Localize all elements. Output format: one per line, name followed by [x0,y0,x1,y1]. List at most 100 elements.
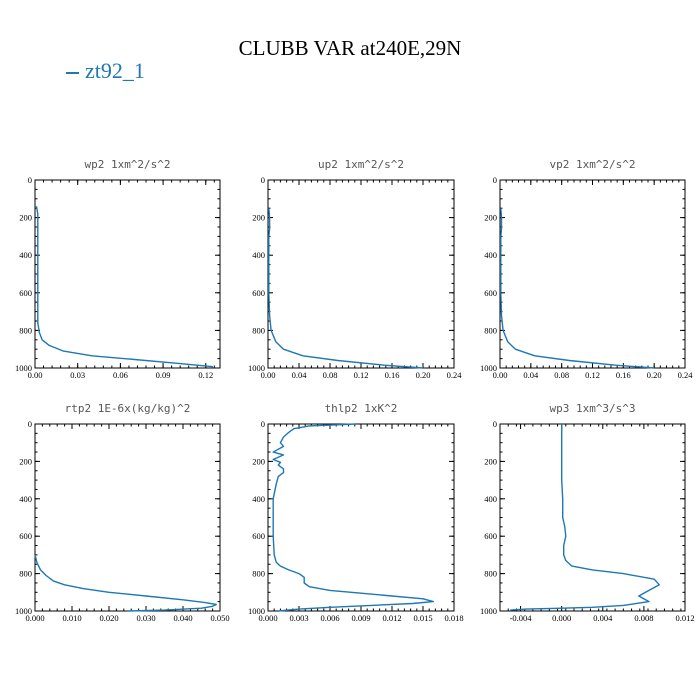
y-tick-label: 800 [252,569,265,579]
legend: zt92_1 [66,58,145,84]
x-tick-label: 0.000 [258,613,277,623]
x-tick-label: 0.12 [354,370,369,380]
x-tick-label: 0.012 [382,613,401,623]
legend-label: zt92_1 [85,58,145,83]
x-tick-label: 0.03 [70,370,85,380]
y-tick-label: 1000 [248,606,265,616]
y-tick-label: 400 [19,250,32,260]
y-tick-label: 800 [19,325,32,335]
plot-frame [34,423,221,612]
y-tick-label: 600 [252,531,265,541]
x-tick-label: 0.12 [198,370,213,380]
x-tick-label: 0.20 [416,370,431,380]
x-tick-label: 0.16 [385,370,400,380]
y-tick-label: 800 [252,325,265,335]
y-tick-label: 800 [484,569,497,579]
x-tick-label: 0.08 [554,370,569,380]
y-tick-label: 0 [493,175,497,185]
y-tick-label: 1000 [248,363,265,373]
y-tick-label: 200 [19,456,32,466]
series-line-zt92_1 [500,208,655,369]
y-tick-label: 400 [484,250,497,260]
y-tick-label: 0 [261,175,265,185]
plot-frame [499,179,686,369]
y-tick-label: 800 [19,569,32,579]
x-tick-label: 0.12 [585,370,600,380]
y-tick-label: 400 [252,250,265,260]
x-tick-label: 0.00 [28,370,43,380]
series-line-zt92_1 [34,554,218,612]
x-tick-label: 0.006 [320,613,339,623]
x-tick-label: 0.24 [447,370,463,380]
panel-5: thlp2 1xK^2 0.000 0.003 0.006 0.009 0.012 0.01… [248,402,464,623]
x-tick-label: 0.16 [616,370,631,380]
y-tick-label: 400 [252,494,265,504]
x-tick-label: 0.040 [173,613,192,623]
x-tick-label: 0.20 [647,370,662,380]
y-tick-label: 1000 [15,363,32,373]
y-tick-label: 200 [252,456,265,466]
series-line-zt92_1 [272,423,434,612]
y-tick-label: 0 [28,419,32,429]
x-tick-label: 0.003 [289,613,308,623]
x-tick-label: 0.08 [323,370,338,380]
x-tick-label: 0.000 [25,613,44,623]
x-tick-label: 0.24 [678,370,694,380]
x-tick-label: 0.018 [444,613,463,623]
panel-1: wp2 1xm^2/s^2 0.00 0.03 0.06 0.09 0.12 0 200 400… [15,158,221,380]
y-tick-label: 1000 [480,606,497,616]
x-tick-label: 0.050 [210,613,229,623]
panel-title: up2 1xm^2/s^2 [318,158,404,171]
panel-3: vp2 1xm^2/s^2 0.00 0.04 0.08 0.12 0.16 0.20 0.2… [480,158,693,380]
x-tick-label: 0.020 [99,613,118,623]
y-tick-label: 600 [252,288,265,298]
x-tick-label: 0.012 [675,613,694,623]
y-tick-label: 1000 [480,363,497,373]
series-line-zt92_1 [35,206,213,368]
x-tick-label: 0.04 [292,370,308,380]
x-tick-label: 0.009 [351,613,370,623]
series-line-zt92_1 [268,208,424,369]
y-tick-label: 0 [493,419,497,429]
y-tick-label: 600 [19,531,32,541]
x-tick-label: 0.09 [156,370,171,380]
panel-4: rtp2 1E-6x(kg/kg)^2 0.000 0.010 0.020 0.030 0… [15,402,230,623]
series-line-zt92_1 [510,424,660,611]
x-tick-label: 0.030 [136,613,155,623]
y-tick-label: 600 [484,531,497,541]
y-tick-label: 200 [484,456,497,466]
y-tick-label: 0 [261,419,265,429]
panel-title: thlp2 1xK^2 [325,402,398,415]
panel-title: vp2 1xm^2/s^2 [549,158,635,171]
panel-title: rtp2 1E-6x(kg/kg)^2 [65,402,191,415]
y-tick-label: 1000 [15,606,32,616]
panel-title: wp3 1xm^3/s^3 [549,402,635,415]
panel-2: up2 1xm^2/s^2 0.00 0.04 0.08 0.12 0.16 0.20 0.2… [248,158,462,380]
x-tick-label: 0.00 [493,370,508,380]
y-tick-label: 200 [252,213,265,223]
plot-frame [34,179,221,369]
x-tick-label: 0.008 [634,613,653,623]
y-tick-label: 600 [19,288,32,298]
x-tick-label: 0.06 [113,370,128,380]
panel-title: wp2 1xm^2/s^2 [84,158,170,171]
y-tick-label: 200 [19,213,32,223]
legend-line-swatch [66,71,79,74]
x-tick-label: -0.004 [510,613,533,623]
y-tick-label: 400 [484,494,497,504]
x-tick-label: 0.00 [261,370,276,380]
y-tick-label: 200 [484,213,497,223]
plot-frame [267,423,455,612]
x-tick-label: 0.04 [523,370,539,380]
plot-frame [267,179,455,369]
x-tick-label: 0.015 [413,613,432,623]
x-tick-label: 0.000 [552,613,571,623]
y-tick-label: 600 [484,288,497,298]
y-tick-label: 800 [484,325,497,335]
y-tick-label: 400 [19,494,32,504]
x-tick-label: 0.004 [593,613,613,623]
figure-title: CLUBB VAR at240E,29N [238,36,462,60]
y-tick-label: 0 [28,175,32,185]
x-tick-label: 0.010 [62,613,81,623]
